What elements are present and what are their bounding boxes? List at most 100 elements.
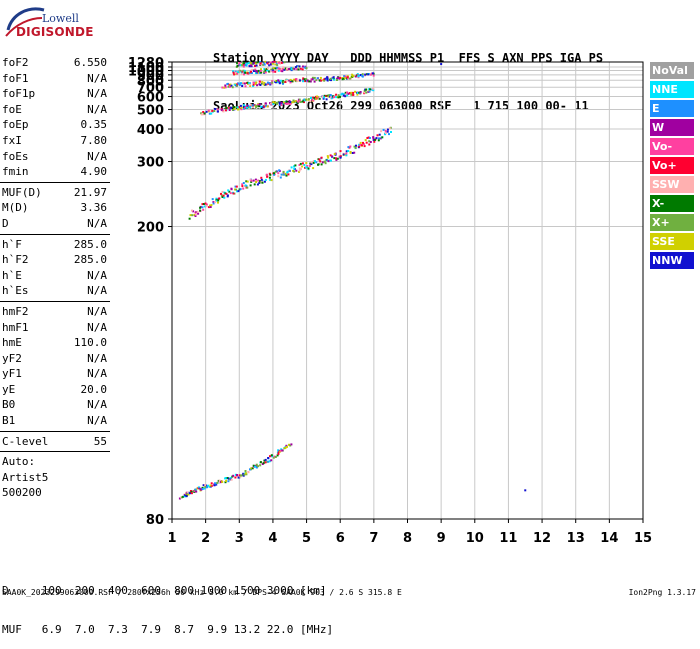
echo-point — [236, 72, 239, 75]
echo-point — [250, 69, 252, 72]
echo-point — [272, 103, 275, 105]
echo-point — [322, 97, 325, 100]
ionogram-plot: 1 2 3 4 5 6 7 8 9 10 11 12 13 14 158020030040050060070… — [128, 56, 652, 546]
echo-point — [362, 143, 365, 146]
echo-point — [319, 160, 322, 163]
echo-point — [224, 86, 227, 89]
echo-point — [347, 150, 350, 152]
param-separator — [0, 451, 110, 453]
echo-point — [264, 69, 267, 72]
echo-point — [227, 85, 230, 88]
param-row-fof2: foF2 6.550 — [0, 55, 110, 71]
echo-point — [294, 80, 297, 83]
param-name: h`F — [2, 237, 22, 251]
echo-point — [372, 89, 375, 92]
echo-point — [252, 104, 255, 107]
echo-point — [305, 67, 308, 70]
echo-point — [277, 449, 280, 452]
param-row-fof1: foF1 N/A — [0, 71, 110, 87]
y-tick-label: 200 — [137, 221, 164, 236]
echo-point — [221, 480, 224, 483]
param-separator — [0, 181, 110, 183]
param-value: N/A — [87, 398, 107, 412]
echo-point — [243, 61, 246, 64]
echo-point — [242, 472, 245, 475]
echo-point — [234, 185, 237, 188]
echo-point — [277, 67, 280, 70]
echo-point — [255, 72, 258, 75]
echo-point — [355, 144, 357, 147]
param-value: N/A — [87, 351, 107, 365]
echo-point — [259, 464, 262, 467]
x-tick-label: 11 — [499, 531, 517, 546]
echo-point — [358, 145, 361, 148]
echo-point — [229, 192, 232, 195]
echo-point — [245, 472, 247, 475]
echo-point — [198, 487, 201, 490]
echo-point — [225, 107, 228, 109]
echo-point — [290, 166, 293, 169]
echo-point — [274, 63, 277, 66]
echo-point — [280, 103, 283, 106]
echo-point — [195, 213, 198, 216]
echo-point — [360, 144, 363, 147]
echo-point — [364, 73, 367, 76]
echo-point — [238, 83, 241, 86]
echo-point — [294, 100, 297, 103]
echo-point — [354, 75, 357, 78]
scaled-parameters-panel: foF2 6.550 foF1 N/A foF1p N/A foE N/A foEp 0.35 fx… — [0, 55, 110, 501]
echo-point — [273, 60, 276, 63]
param-value: 55 — [93, 434, 107, 448]
param-value: 110.0 — [73, 336, 107, 350]
param-row-hme: hmE 110.0 — [0, 335, 110, 351]
echo-point — [357, 75, 360, 78]
echo-point — [218, 197, 221, 200]
echo-point — [365, 91, 368, 94]
echo-point — [242, 61, 244, 64]
echo-point — [337, 94, 340, 97]
param-name: C-level — [2, 434, 49, 448]
echo-point — [342, 93, 345, 96]
echo-point — [227, 480, 230, 483]
echo-point — [384, 133, 387, 136]
echo-point — [217, 201, 219, 204]
param-name: hmF2 — [2, 304, 29, 318]
echo-point — [203, 203, 205, 205]
echo-point — [316, 95, 319, 98]
echo-point — [203, 112, 206, 115]
echo-point — [377, 139, 380, 142]
echo-point — [266, 175, 269, 178]
x-tick-label: 3 — [235, 531, 244, 546]
param-value: N/A — [87, 367, 107, 381]
echo-point — [310, 78, 313, 81]
echo-point — [267, 460, 270, 463]
echo-point — [346, 76, 349, 79]
echo-point — [250, 64, 253, 67]
echo-point — [276, 69, 279, 72]
echo-point — [339, 150, 342, 153]
echo-point — [230, 188, 233, 191]
echo-point — [307, 98, 310, 101]
x-tick-label: 12 — [533, 531, 551, 546]
echo-point — [210, 204, 213, 207]
echo-point — [362, 141, 364, 144]
echo-point — [354, 90, 357, 93]
echo-point — [202, 111, 205, 113]
echo-point — [273, 173, 276, 176]
echo-point — [315, 95, 317, 98]
echo-point — [226, 194, 229, 197]
param-name: foEs — [2, 149, 29, 163]
x-tick-label: 10 — [466, 531, 484, 546]
echo-point — [254, 68, 257, 71]
echo-point — [236, 190, 239, 193]
echo-point — [259, 180, 261, 183]
echo-point — [352, 74, 355, 77]
echo-point — [309, 100, 312, 103]
echo-point — [240, 106, 243, 109]
echo-point — [309, 80, 312, 83]
echo-point — [187, 493, 190, 496]
echo-point — [288, 100, 291, 103]
echo-point — [293, 167, 296, 170]
echo-point — [209, 484, 212, 487]
echo-point — [252, 85, 255, 87]
